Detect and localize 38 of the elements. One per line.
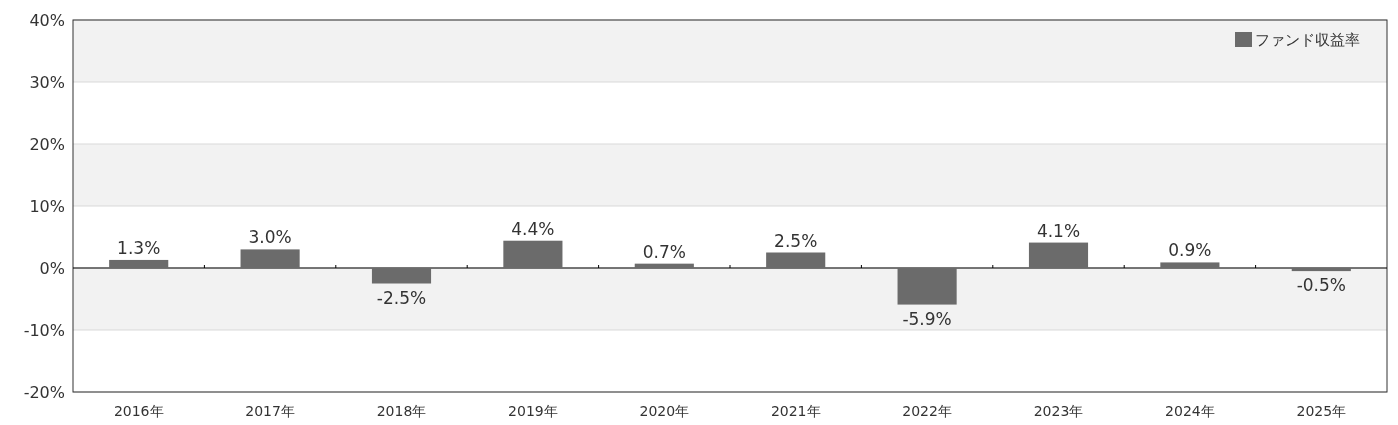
data-label: -2.5% [376,287,427,308]
bar [1028,242,1089,268]
bar [109,259,169,268]
x-tick-label: 2025年 [1296,403,1347,419]
bar [503,240,563,268]
y-tick-label: 20% [29,135,65,154]
y-tick-label: 0% [39,259,65,278]
y-tick-label: 40% [29,11,65,30]
x-tick-label: 2020年 [639,403,690,419]
x-tick-label: 2022年 [902,403,952,419]
data-label: 0.9% [1168,240,1212,261]
bar [897,268,957,305]
x-tick-label: 2021年 [770,403,821,419]
x-tick-label: 2016年 [113,403,164,419]
x-tick-label: 2018年 [376,403,427,419]
data-label: 3.0% [248,227,292,248]
data-label: 4.4% [511,218,555,239]
bar [1160,262,1220,268]
data-label: 4.1% [1036,220,1081,241]
bar [634,263,694,268]
bar [1291,268,1351,272]
y-tick-label: 30% [29,73,65,92]
y-tick-label: -10% [23,321,65,340]
data-label: -0.5% [1296,275,1346,296]
x-tick-label: 2019年 [508,403,558,419]
y-tick-label: -20% [23,383,65,402]
bar [766,252,826,268]
data-label: -5.9% [902,308,952,329]
data-label: 2.5% [774,230,818,251]
bar [240,249,300,268]
x-tick-label: 2023年 [1033,403,1084,419]
legend-label: ファンド収益率 [1255,31,1360,49]
y-tick-label: 10% [29,197,65,216]
x-tick-label: 2017年 [245,403,295,419]
x-tick-label: 2024年 [1165,403,1215,419]
bar [371,268,432,284]
data-label: 0.7% [642,241,686,262]
data-label: 1.3% [117,237,161,258]
